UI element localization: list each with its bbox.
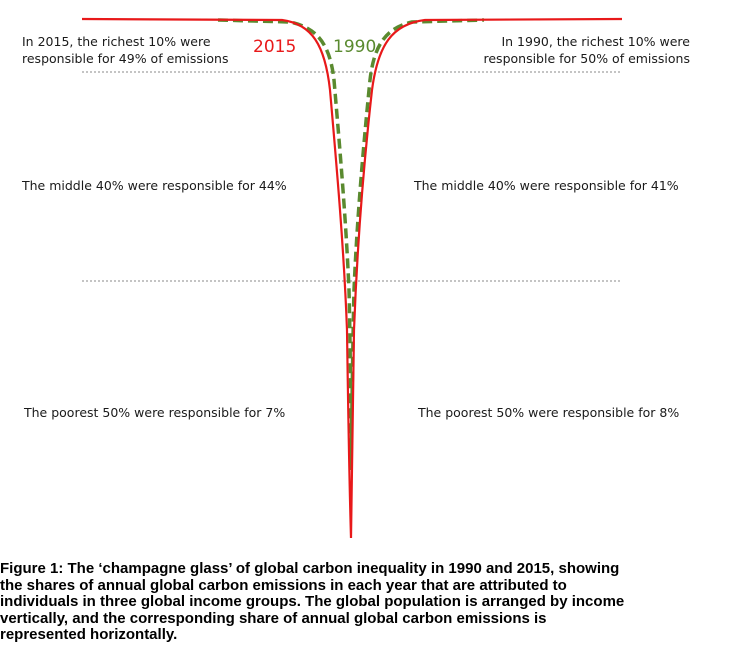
annotation-top-left: In 2015, the richest 10% were responsibl… <box>22 33 229 67</box>
annotation-top-right-line2: responsible for 50% of emissions <box>483 51 691 66</box>
annotation-top-left-line1: In 2015, the richest 10% were <box>22 34 211 49</box>
annotation-poorest-right: The poorest 50% were responsible for 8% <box>418 405 680 420</box>
series-line-2015 <box>81 17 623 539</box>
champagne-glass-chart: 2015 1990 <box>81 17 623 539</box>
annotation-middle-right: The middle 40% were responsible for 41% <box>414 178 679 193</box>
annotation-top-left-line2: responsible for 49% of emissions <box>22 51 229 66</box>
annotation-top-right-line1: In 1990, the richest 10% were <box>501 34 690 49</box>
series-line-1990 <box>217 18 485 471</box>
annotation-poorest-left: The poorest 50% were responsible for 7% <box>24 405 286 420</box>
annotation-top-right: In 1990, the richest 10% were responsibl… <box>484 33 691 67</box>
series-label-1990: 1990 <box>333 37 376 57</box>
series-label-2015: 2015 <box>253 37 296 57</box>
figure-caption: Figure 1: The ‘champagne glass’ of globa… <box>0 560 625 643</box>
annotation-middle-left: The middle 40% were responsible for 44% <box>22 178 287 193</box>
